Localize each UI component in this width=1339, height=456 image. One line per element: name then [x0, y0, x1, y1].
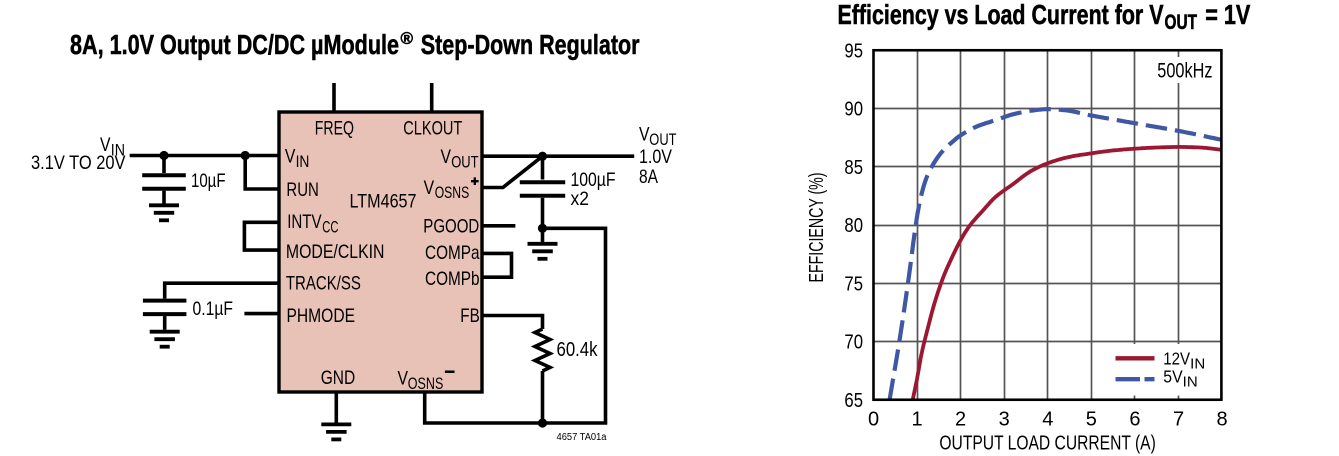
svg-text:2: 2	[955, 408, 966, 430]
svg-text:IN: IN	[1190, 357, 1205, 373]
svg-text:5V: 5V	[1163, 367, 1183, 387]
svg-text:3.1V TO 20V: 3.1V TO 20V	[31, 152, 126, 174]
svg-text:V: V	[398, 368, 409, 390]
svg-text:GND: GND	[321, 367, 356, 389]
svg-text:OUT: OUT	[1165, 11, 1198, 34]
svg-text:LTM4657: LTM4657	[350, 191, 417, 213]
svg-text:8A, 1.0V Output DC/DC µModule: 8A, 1.0V Output DC/DC µModule	[70, 29, 399, 60]
svg-text:80: 80	[844, 215, 863, 237]
svg-text:0: 0	[868, 408, 879, 430]
svg-text:IN: IN	[296, 153, 310, 171]
svg-text:7: 7	[1173, 408, 1184, 430]
svg-text:x2: x2	[571, 188, 590, 210]
svg-text:OUT: OUT	[451, 153, 478, 171]
svg-text:PGOOD: PGOOD	[423, 216, 479, 238]
svg-text:V: V	[285, 145, 296, 167]
svg-text:0.1µF: 0.1µF	[193, 298, 234, 320]
svg-text:95: 95	[844, 40, 863, 62]
svg-text:V: V	[424, 177, 435, 199]
svg-text:OSNS: OSNS	[435, 184, 470, 202]
svg-text:COMPb: COMPb	[425, 268, 480, 290]
svg-text:OUTPUT LOAD CURRENT (A): OUTPUT LOAD CURRENT (A)	[939, 433, 1155, 455]
svg-text:75: 75	[844, 273, 863, 295]
svg-text:500kHz: 500kHz	[1157, 60, 1212, 83]
svg-text:PHMODE: PHMODE	[287, 305, 356, 327]
svg-text:V: V	[639, 124, 650, 146]
svg-text:CC: CC	[322, 219, 338, 237]
svg-text:= 1V: = 1V	[1205, 0, 1250, 30]
svg-text:10µF: 10µF	[191, 170, 226, 192]
svg-text:70: 70	[844, 332, 863, 354]
svg-text:90: 90	[844, 99, 863, 121]
svg-text:60.4k: 60.4k	[557, 339, 599, 361]
svg-text:3: 3	[999, 408, 1010, 430]
svg-text:CLKOUT: CLKOUT	[403, 118, 462, 140]
svg-text:5: 5	[1086, 408, 1097, 430]
svg-text:4: 4	[1042, 408, 1053, 430]
svg-text:OSNS: OSNS	[408, 375, 444, 393]
svg-text:RUN: RUN	[286, 179, 319, 201]
svg-text:Step-Down Regulator: Step-Down Regulator	[421, 29, 640, 60]
svg-text:EFFICIENCY (%): EFFICIENCY (%)	[806, 173, 828, 283]
svg-text:OUT: OUT	[649, 131, 676, 149]
svg-text:INTV: INTV	[287, 211, 321, 233]
svg-text:V: V	[441, 146, 452, 168]
svg-text:FREQ: FREQ	[315, 118, 354, 140]
svg-text:1: 1	[912, 408, 923, 430]
svg-text:IN: IN	[111, 142, 125, 160]
svg-text:85: 85	[844, 157, 863, 179]
svg-text:100µF: 100µF	[571, 169, 616, 191]
svg-text:IN: IN	[1183, 375, 1198, 391]
svg-text:TRACK/SS: TRACK/SS	[286, 273, 361, 295]
svg-text:V: V	[100, 134, 111, 156]
svg-text:65: 65	[844, 390, 863, 412]
svg-text:COMPa: COMPa	[425, 242, 480, 264]
svg-text:Efficiency vs Load Current for: Efficiency vs Load Current for V	[838, 0, 1164, 30]
svg-text:12V: 12V	[1163, 349, 1190, 369]
svg-text:8A: 8A	[639, 166, 658, 188]
svg-text:1.0V: 1.0V	[639, 146, 672, 168]
svg-text:8: 8	[1217, 408, 1228, 430]
svg-text:MODE/CLKIN: MODE/CLKIN	[286, 241, 385, 263]
svg-text:®: ®	[401, 29, 414, 48]
svg-text:6: 6	[1129, 408, 1140, 430]
svg-text:FB: FB	[460, 305, 480, 327]
svg-text:4657 TA01a: 4657 TA01a	[557, 432, 607, 443]
